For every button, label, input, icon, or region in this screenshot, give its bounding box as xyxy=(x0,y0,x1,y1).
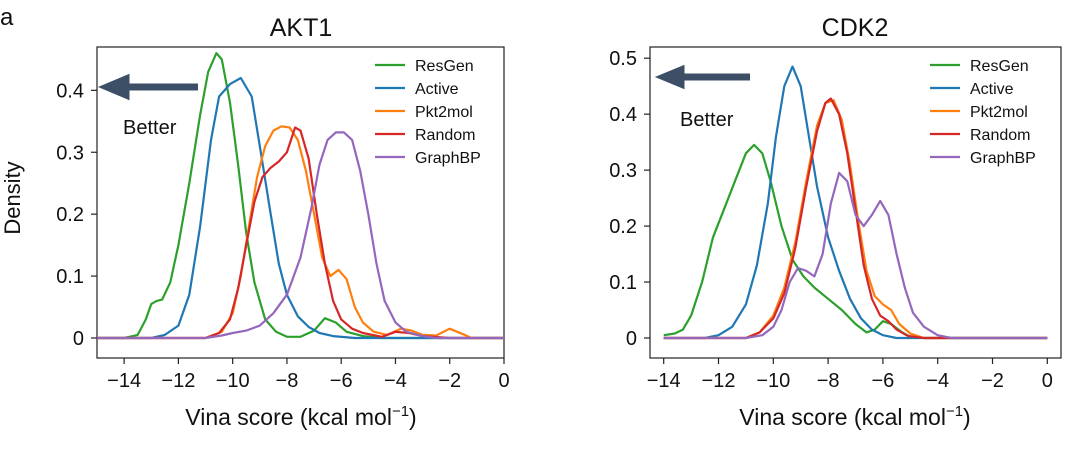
legend: ResGen Active Pkt2mol Random GraphBP xyxy=(930,58,1036,167)
x-tick-label: −8 xyxy=(817,370,840,392)
left-arrow-icon xyxy=(654,64,750,90)
x-axis: −14 −12 −10 −8 −6 −4 −2 0 xyxy=(647,358,1053,392)
chart-title: CDK2 xyxy=(822,14,889,42)
series-line-random xyxy=(97,126,504,340)
x-tick-label: −2 xyxy=(438,370,461,392)
y-tick-label: 0.2 xyxy=(56,204,84,226)
y-axis-label: Density xyxy=(0,161,25,234)
x-tick-label: 0 xyxy=(498,370,509,392)
series-line-active xyxy=(97,76,504,340)
legend-label: Active xyxy=(415,81,459,98)
chart-akt1: AKT1 Density 0 0.1 0.2 0.3 0.4 −14 −12 −10 −8 −6… xyxy=(0,14,510,430)
legend-label: Pkt2mol xyxy=(415,104,473,121)
y-tick-label: 0 xyxy=(626,328,637,350)
y-tick-label: 0 xyxy=(73,328,84,350)
legend-label: ResGen xyxy=(415,58,474,75)
y-axis: 0 0.1 0.2 0.3 0.4 0.5 xyxy=(609,48,650,350)
legend: ResGen Active Pkt2mol Random GraphBP xyxy=(375,58,481,167)
left-arrow-icon xyxy=(97,73,198,101)
x-tick-label: −6 xyxy=(330,370,353,392)
legend-label: ResGen xyxy=(970,58,1029,75)
series-line-random xyxy=(663,97,1048,340)
plot-frame xyxy=(96,46,505,359)
series-line-active xyxy=(663,65,1048,340)
y-tick-label: 0.3 xyxy=(56,142,84,164)
x-axis-label: Vina score (kcal mol−1) xyxy=(185,403,416,430)
legend-item: Active xyxy=(375,81,459,98)
legend-item: Random xyxy=(930,127,1030,144)
x-tick-label: 0 xyxy=(1042,370,1053,392)
plot-frame xyxy=(649,46,1062,359)
x-tick-label: −12 xyxy=(702,370,736,392)
legend-item: GraphBP xyxy=(375,150,481,167)
series-line-graphbp xyxy=(663,171,1048,340)
chart-cdk2: CDK2 0 0.1 0.2 0.3 0.4 0.5 −14 −12 −10 −8 −6 −4 −2 0… xyxy=(609,14,1062,430)
x-tick-label: −4 xyxy=(926,370,949,392)
series-line-graphbp xyxy=(97,131,504,340)
legend-item: Pkt2mol xyxy=(375,104,473,121)
x-tick-label: −14 xyxy=(647,370,681,392)
x-tick-label: −10 xyxy=(216,370,250,392)
y-axis: 0 0.1 0.2 0.3 0.4 xyxy=(56,80,97,350)
y-tick-label: 0.3 xyxy=(609,160,637,182)
legend-item: Random xyxy=(375,127,475,144)
y-tick-label: 0.4 xyxy=(56,80,84,102)
legend-item: ResGen xyxy=(375,58,474,75)
better-annotation: Better xyxy=(654,64,750,131)
x-tick-label: −4 xyxy=(384,370,407,392)
legend-label: Random xyxy=(415,127,475,144)
x-tick-label: −14 xyxy=(107,370,141,392)
legend-item: GraphBP xyxy=(930,150,1036,167)
series-line-pkt2mol xyxy=(663,99,1048,340)
y-tick-label: 0.1 xyxy=(609,272,637,294)
series-lines xyxy=(663,65,1048,340)
panel-label: a xyxy=(0,4,14,31)
chart-title: AKT1 xyxy=(270,14,333,42)
x-tick-label: −10 xyxy=(756,370,790,392)
legend-label: Pkt2mol xyxy=(970,104,1028,121)
series-line-resgen xyxy=(97,52,504,340)
legend-item: Active xyxy=(930,81,1014,98)
legend-label: GraphBP xyxy=(415,150,481,167)
series-lines xyxy=(97,52,504,340)
legend-label: GraphBP xyxy=(970,150,1036,167)
y-tick-label: 0.2 xyxy=(609,216,637,238)
x-axis-label: Vina score (kcal mol−1) xyxy=(739,403,970,430)
better-annotation: Better xyxy=(97,73,198,139)
x-tick-label: −2 xyxy=(981,370,1004,392)
y-tick-label: 0.4 xyxy=(609,104,637,126)
better-label: Better xyxy=(680,109,734,131)
y-tick-label: 0.5 xyxy=(609,48,637,70)
legend-label: Active xyxy=(970,81,1014,98)
x-axis: −14 −12 −10 −8 −6 −4 −2 0 xyxy=(107,358,510,392)
y-tick-label: 0.1 xyxy=(56,266,84,288)
legend-item: Pkt2mol xyxy=(930,104,1028,121)
x-tick-label: −8 xyxy=(276,370,299,392)
better-label: Better xyxy=(123,117,177,139)
legend-item: ResGen xyxy=(930,58,1029,75)
x-tick-label: −12 xyxy=(161,370,195,392)
legend-label: Random xyxy=(970,127,1030,144)
x-tick-label: −6 xyxy=(871,370,894,392)
